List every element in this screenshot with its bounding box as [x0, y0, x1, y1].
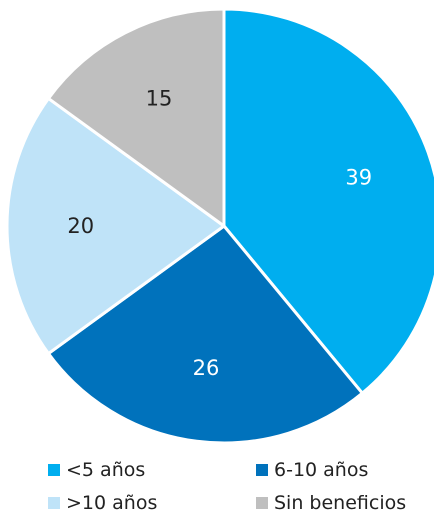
data-label-6-10: 26 [193, 356, 220, 380]
pie-slice-sin-beneficios [46, 7, 226, 228]
legend-swatch-gt10 [48, 497, 60, 509]
data-label-gt10: 20 [67, 214, 94, 238]
legend-item-gt10: >10 años [48, 489, 157, 517]
pie-value-labels: 39 26 20 15 [67, 86, 372, 380]
legend-item-sin-beneficios: Sin beneficios [256, 489, 406, 517]
legend-swatch-6-10 [256, 464, 268, 476]
pie-slice-gt10 [5, 96, 226, 356]
legend-label-sin-beneficios: Sin beneficios [274, 491, 407, 514]
legend-swatch-sin-beneficios [256, 497, 268, 509]
legend-item-lt5: <5 años [48, 456, 145, 484]
pie-slices [5, 7, 434, 445]
legend-label-gt10: >10 años [66, 491, 158, 514]
legend: <5 años 6-10 años >10 años Sin beneficio… [0, 456, 434, 518]
pie-slice-6-10 [46, 224, 364, 445]
legend-swatch-lt5 [48, 464, 60, 476]
data-label-lt5: 39 [345, 165, 372, 189]
pie-slice-lt5 [222, 7, 434, 395]
legend-label-lt5: <5 años [66, 458, 146, 481]
pie-chart: 39 26 20 15 [5, 7, 434, 445]
legend-item-6-10: 6-10 años [256, 456, 368, 484]
data-label-sin-beneficios: 15 [146, 86, 173, 110]
legend-label-6-10: 6-10 años [274, 458, 369, 481]
